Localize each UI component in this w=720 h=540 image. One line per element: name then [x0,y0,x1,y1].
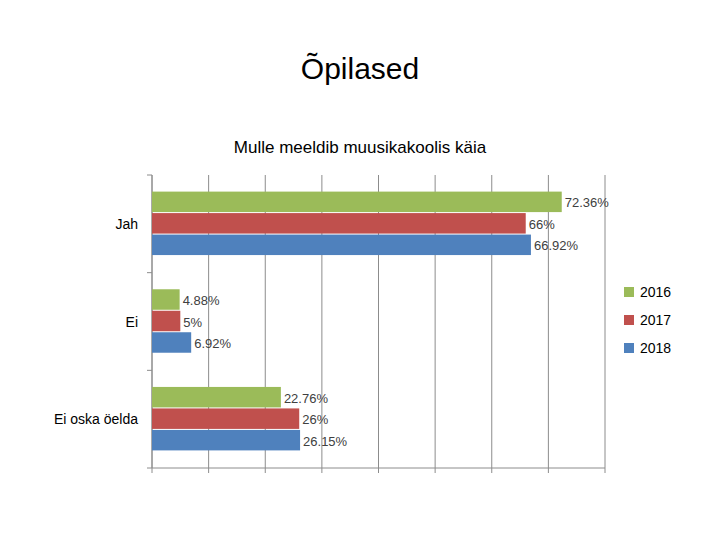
tick-mark [435,468,436,473]
category-tick [147,175,152,176]
bar [152,387,281,407]
data-label: 72.36% [565,195,610,210]
tick-mark [548,468,549,473]
category-label: Ei [126,314,138,330]
tick-mark [378,468,379,473]
data-label: 66% [529,217,555,232]
data-label: 22.76% [284,391,329,406]
bar [152,213,526,233]
category-tick [147,468,152,469]
grid [152,175,605,473]
tick-mark [605,468,606,473]
tick-mark [321,468,322,473]
chart-title: Mulle meeldib muusikakoolis käia [234,138,487,157]
bar [152,430,300,450]
bar [152,332,191,352]
tick-mark [152,468,153,473]
legend-label: 2016 [640,284,671,300]
page-title: Õpilased [301,52,419,85]
legend: 2016 2017 2018 [624,284,671,356]
plot-area [152,175,605,468]
bar [152,192,562,212]
data-label: 66.92% [534,238,579,253]
data-label: 6.92% [194,336,231,351]
tick-mark [491,468,492,473]
bars [152,192,562,451]
data-label: 5% [183,315,202,330]
data-labels: 72.36% 66% 66.92% 4.88% 5% 6.92% 22.76% 26% 26.1… [183,195,610,448]
bar [152,311,180,331]
chart-root: Õpilased Mulle meeldib muusikakoolis käia… [0,0,720,540]
category-tick [147,370,152,371]
bar [152,235,531,255]
category-label: Jah [115,216,138,232]
legend-label: 2018 [640,340,671,356]
grid-line [605,175,606,468]
bar [152,289,180,309]
legend-swatch [624,315,634,325]
tick-mark [208,468,209,473]
legend-swatch [624,287,634,297]
data-label: 4.88% [183,293,220,308]
bar [152,408,299,428]
legend-swatch [624,343,634,353]
tick-mark [265,468,266,473]
category-tick [147,272,152,273]
chart-svg: Õpilased Mulle meeldib muusikakoolis käia… [0,0,720,540]
data-label: 26% [302,412,328,427]
legend-label: 2017 [640,312,671,328]
x-axis [152,468,605,469]
category-label: Ei oska öelda [54,411,138,427]
data-label: 26.15% [303,434,348,449]
